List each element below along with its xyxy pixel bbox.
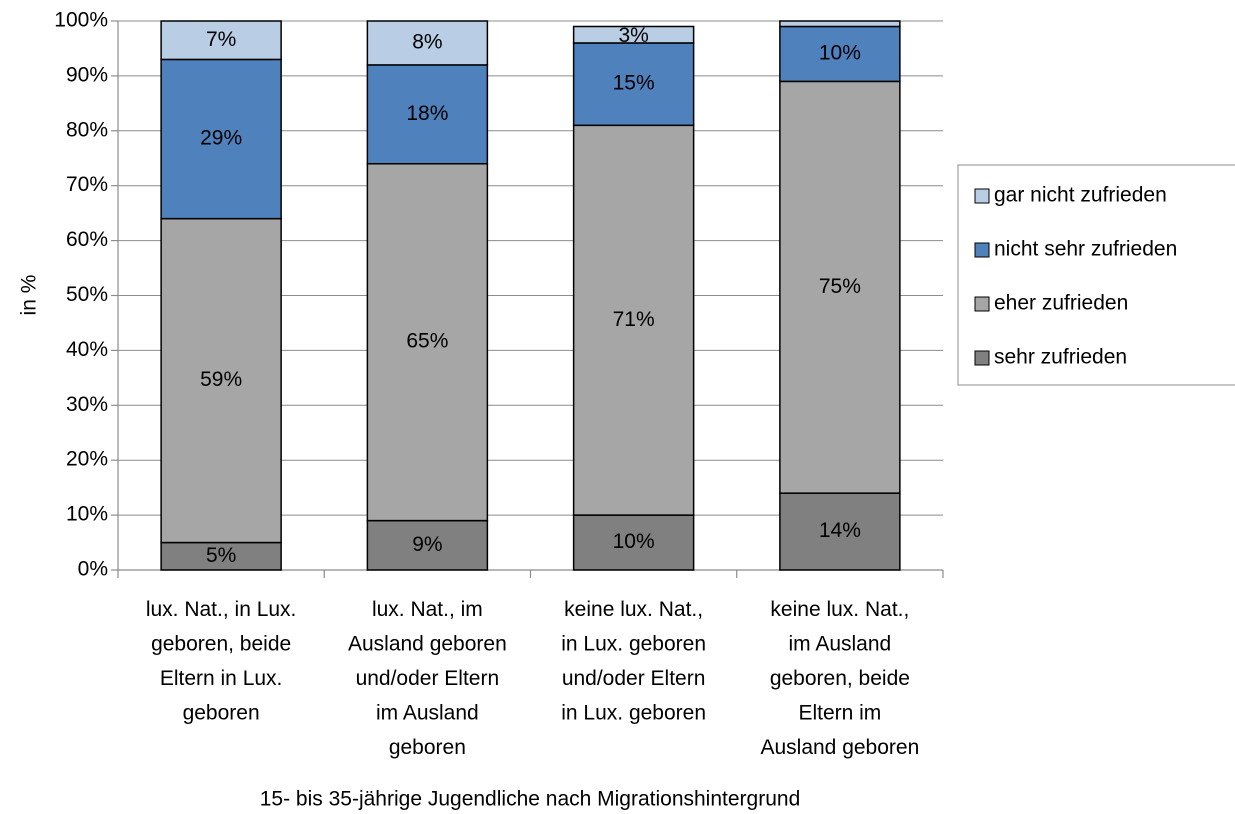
y-tick-label: 80% [66, 118, 108, 141]
x-tick-label: keine lux. Nat., im Ausland geboren, beide… [760, 598, 919, 759]
x-tick-label-line: im Ausland [789, 632, 892, 655]
data-label: 59% [200, 368, 242, 391]
data-label: 65% [406, 330, 448, 353]
y-tick-label: 50% [66, 283, 108, 306]
y-tick-label: 90% [66, 63, 108, 86]
x-tick-label-line: geboren, beide [151, 632, 291, 655]
y-tick-label: 40% [66, 338, 108, 361]
y-tick-label: 30% [66, 393, 108, 416]
bar-segment [160, 217, 282, 544]
x-tick-label: keine lux. Nat., in Lux. geboren und/oder … [561, 598, 706, 725]
bar-segment [160, 541, 282, 571]
x-axis-label: 15- bis 35-jährige Jugendliche nach Migr… [260, 788, 801, 811]
x-tick-label-line: Ausland geboren [760, 736, 919, 759]
x-tick-label-line: geboren [183, 701, 260, 724]
y-tick-label: 10% [66, 503, 108, 526]
y-tick-label: 0% [78, 558, 108, 581]
bar-segment [366, 162, 489, 522]
x-tick-label-line: im Ausland [376, 701, 479, 724]
data-label: 18% [406, 102, 448, 125]
legend-label: gar nicht zufrieden [994, 184, 1167, 207]
x-tick-label: lux. Nat., in Lux. geboren, beide Eltern i… [146, 598, 297, 725]
x-tick-label: lux. Nat., im Ausland geboren und/oder Elt… [348, 598, 507, 759]
data-label: 75% [819, 275, 861, 298]
bar-segment [779, 25, 901, 83]
legend-label: sehr zufrieden [994, 346, 1127, 369]
bar-segment [779, 80, 901, 494]
x-tick-label-line: geboren, beide [770, 667, 910, 690]
bar-segment [366, 519, 489, 571]
legend-swatch [974, 242, 990, 258]
bar-segment [572, 42, 695, 127]
legend-box [957, 164, 1235, 386]
x-tick-label-line: geboren [389, 736, 466, 759]
legend-swatch [974, 296, 990, 312]
x-tick-label-line: und/oder Eltern [356, 667, 500, 690]
bar-segment [572, 124, 695, 516]
data-label: 8% [412, 31, 442, 54]
legend-label: eher zufrieden [994, 292, 1128, 315]
data-label: 10% [819, 41, 861, 64]
bar-segment [572, 514, 695, 571]
data-label: 3% [618, 24, 648, 47]
x-tick-label-line: keine lux. Nat., [564, 598, 703, 621]
data-label: 7% [206, 28, 236, 51]
bar-segment [160, 20, 282, 61]
legend-label: nicht sehr zufrieden [994, 238, 1177, 261]
x-tick-label-line: Eltern im [798, 701, 881, 724]
x-tick-label-line: keine lux. Nat., [770, 598, 909, 621]
y-axis-label: in % [18, 275, 41, 316]
data-label: 15% [613, 72, 655, 95]
data-label: 29% [200, 127, 242, 150]
bar-segment [160, 58, 282, 220]
bar-segment [572, 25, 695, 44]
bar-segment [779, 20, 901, 28]
x-tick-label-line: Ausland geboren [348, 632, 507, 655]
bar-segment [366, 64, 489, 165]
data-label: 10% [613, 530, 655, 553]
x-tick-label-line: Eltern in Lux. [160, 667, 283, 690]
x-tick-label-line: lux. Nat., in Lux. [146, 598, 297, 621]
legend-swatch [974, 188, 990, 204]
x-tick-label-line: lux. Nat., im [372, 598, 483, 621]
data-label: 9% [412, 533, 442, 556]
data-label: 71% [613, 308, 655, 331]
legend-swatch [974, 350, 990, 366]
x-tick-label-line: in Lux. geboren [561, 701, 706, 724]
y-tick-label: 100% [54, 9, 108, 32]
y-tick-label: 20% [66, 448, 108, 471]
x-tick-label-line: und/oder Eltern [562, 667, 706, 690]
y-tick-label: 60% [66, 228, 108, 251]
x-tick-label-line: in Lux. geboren [561, 632, 706, 655]
bar-segment [366, 20, 489, 66]
y-tick-label: 70% [66, 173, 108, 196]
data-label: 14% [819, 519, 861, 542]
data-label: 5% [206, 544, 236, 567]
